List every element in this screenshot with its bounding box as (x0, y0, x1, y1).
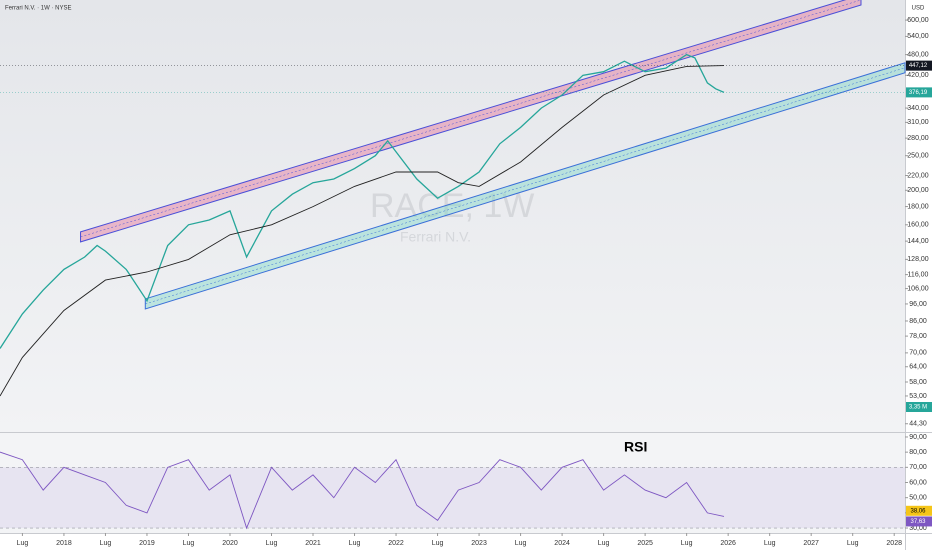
x-tick-label: Lug (515, 540, 527, 547)
rsi-label-bg (906, 516, 932, 527)
y-tick-label: 58,00 (909, 379, 927, 386)
x-tick-label: Lug (847, 540, 859, 547)
x-tick-label: 2021 (305, 540, 321, 547)
rsi-title: RSI (624, 439, 647, 455)
volume-label-bg (906, 402, 932, 412)
price-line (0, 65, 725, 397)
x-tick-label: 2020 (222, 540, 238, 547)
y-tick-label: 340,00 (907, 105, 929, 112)
rsi-label: 37,63 (910, 519, 926, 525)
y-tick-label: 220,00 (907, 172, 929, 179)
rsi-label-bg (906, 505, 932, 516)
y-tick-label: 70,00 (909, 464, 927, 471)
x-tick-label: Lug (100, 540, 112, 547)
x-tick-label: 2019 (139, 540, 155, 547)
channel-mid (145, 67, 906, 305)
y-tick-label: 116,00 (908, 271, 929, 278)
watermark: RACE, 1W (370, 187, 534, 225)
y-tick-label: 128,00 (907, 256, 929, 263)
y-tick-label: 50,00 (909, 495, 927, 502)
x-tick-label: Lug (183, 540, 195, 547)
y-tick-label: 78,00 (909, 333, 927, 340)
y-tick-label: 70,00 (909, 350, 927, 357)
x-tick-label: Lug (432, 540, 444, 547)
rsi-line (0, 451, 725, 530)
y-tick-label: 60,00 (909, 479, 927, 486)
price-label-bg (906, 60, 932, 71)
x-tick-label: 2025 (637, 540, 653, 547)
volume-label: 3,35 M (909, 405, 927, 411)
y-tick-label: 160,00 (907, 222, 929, 229)
y-tick-label: 53,00 (909, 393, 927, 400)
x-tick-label: Lug (681, 540, 693, 547)
y-tick-label: 420,00 (907, 72, 929, 79)
x-tick-label: 2018 (56, 540, 72, 547)
price-label: 376,19 (909, 90, 928, 96)
x-tick-label: 2022 (388, 540, 404, 547)
y-tick-label: 600,00 (907, 17, 929, 24)
y-tick-label: 310,00 (907, 119, 929, 126)
y-tick-label: 480,00 (907, 51, 929, 58)
y-tick-label: 540,00 (907, 33, 929, 40)
y-tick-label: 200,00 (907, 187, 929, 194)
rsi-label: 38,06 (910, 508, 926, 514)
y-tick-label: 86,00 (909, 318, 927, 325)
x-tick-label: 2028 (886, 540, 902, 547)
price-label: 447,12 (909, 63, 928, 69)
x-tick-label: Lug (598, 540, 610, 547)
y-tick-label: 280,00 (907, 135, 929, 142)
x-tick-label: 2024 (554, 540, 570, 547)
x-tick-label: 2023 (471, 540, 487, 547)
y-tick-label: 90,00 (909, 434, 927, 441)
watermark-sub: Ferrari N.V. (400, 229, 471, 245)
x-tick-label: Lug (349, 540, 361, 547)
chart-title: Ferrari N.V. · 1W · NYSE (5, 6, 71, 12)
y-tick-label: 96,00 (909, 301, 927, 308)
price-line (0, 53, 725, 349)
x-tick-label: Lug (764, 540, 776, 547)
currency: USD (912, 6, 925, 12)
price-label-bg (906, 87, 932, 98)
price-pane (0, 0, 905, 432)
x-tick-label: 2027 (803, 540, 819, 547)
y-tick-label: 106,00 (907, 285, 929, 292)
channel-band (80, 0, 862, 243)
y-tick-label: 30,00 (909, 525, 927, 532)
y-tick-label: 64,00 (909, 364, 927, 371)
y-tick-label: 44,30 (909, 421, 927, 428)
y-tick-label: 144,00 (907, 238, 929, 245)
x-tick-label: Lug (266, 540, 278, 547)
x-tick-label: 2026 (720, 540, 736, 547)
rsi-pane (0, 433, 905, 533)
rsi-band (0, 467, 905, 529)
y-tick-label: 80,00 (909, 449, 927, 456)
y-tick-label: 180,00 (907, 203, 929, 210)
y-tick-label: 250,00 (907, 153, 929, 160)
x-tick-label: Lug (17, 540, 29, 547)
